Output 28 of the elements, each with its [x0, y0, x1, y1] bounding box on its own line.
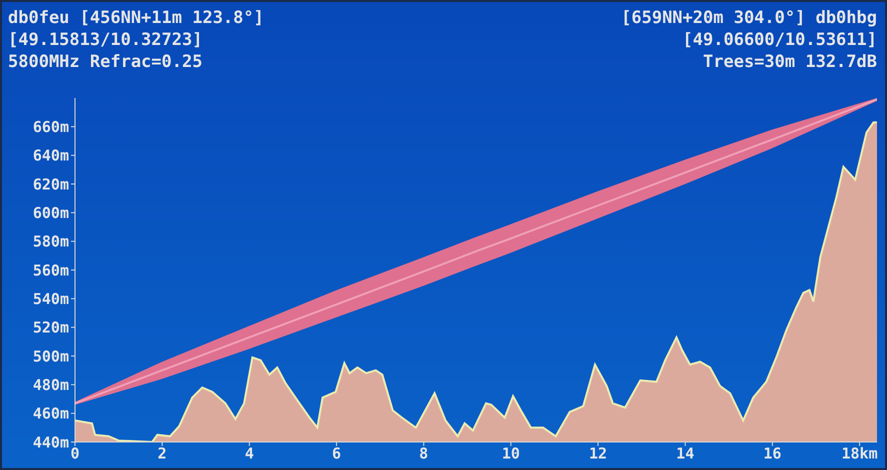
x-tick-label: 8: [419, 444, 428, 463]
y-tick-label: 640m: [32, 146, 69, 165]
y-tick-label: 600m: [32, 204, 69, 222]
y-tick-label: 580m: [32, 232, 69, 251]
text: [49.06600/10.53611]: [682, 30, 877, 50]
text: db0feu [456NN+11m 123.8°]: [8, 8, 264, 28]
y-tick-label: 560m: [32, 261, 69, 280]
y-tick-label: 460m: [32, 404, 69, 423]
y-tick-label: 500m: [32, 347, 69, 366]
text: [49.15813/10.32723]: [8, 30, 202, 50]
x-tick-label: 12: [589, 444, 608, 463]
text: 5800MHz Refrac=0.25: [8, 52, 202, 72]
y-tick-label: 440m: [32, 433, 69, 452]
text: [659NN+20m 304.0°] db0hbg: [621, 8, 877, 28]
y-tick-label: 540m: [32, 290, 69, 308]
y-tick-label: 660m: [32, 118, 69, 136]
x-tick-label: 6: [332, 444, 342, 463]
y-tick-label: 480m: [32, 376, 69, 394]
x-tick-label: 16: [763, 444, 782, 463]
x-tick-label: 14: [676, 444, 694, 463]
x-tick-label: 2: [158, 444, 167, 463]
x-tick-label: 18km: [842, 444, 878, 463]
x-tick-label: 10: [502, 444, 520, 463]
x-tick-label: 4: [244, 444, 254, 463]
y-tick-label: 520m: [32, 318, 69, 337]
x-tick-label: 0: [70, 444, 80, 463]
text: Trees=30m 132.7dB: [703, 52, 877, 72]
y-tick-label: 620m: [32, 175, 69, 194]
